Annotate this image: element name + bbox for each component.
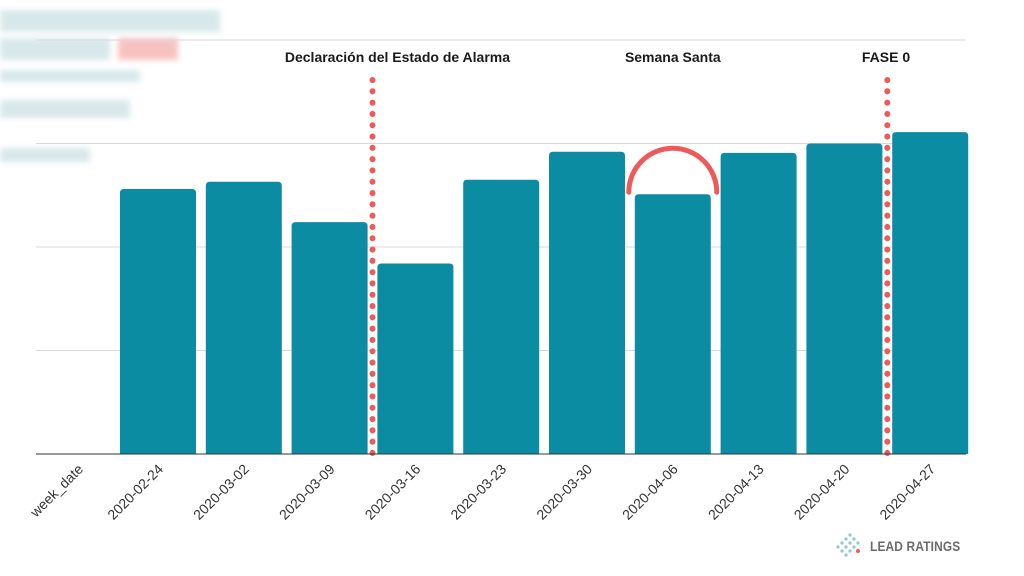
bar-2020-03-09 <box>291 222 368 454</box>
lead-ratings-logo: LEAD RATINGS <box>836 532 976 560</box>
annotation-label: Declaración del Estado de Alarma <box>285 49 510 65</box>
x-tick-label: 2020-04-27 <box>876 461 938 523</box>
logo-text: LEAD RATINGS <box>870 538 961 554</box>
x-tick-labels: week_date 2020-02-24 2020-03-02 2020-03-09 2… <box>26 461 938 523</box>
x-tick-label: 2020-03-23 <box>447 461 509 523</box>
bar-2020-02-24 <box>120 189 196 455</box>
x-tick-label: 2020-03-16 <box>362 461 424 523</box>
bars <box>120 132 969 455</box>
bar-2020-04-27 <box>892 132 969 455</box>
bar-2020-03-16 <box>377 263 454 454</box>
annotation-label: Semana Santa <box>625 49 721 65</box>
annotation-label: FASE 0 <box>862 49 910 65</box>
bar-2020-04-13 <box>720 152 797 454</box>
bar-2020-04-20 <box>806 143 883 454</box>
annotation-arc <box>626 145 720 195</box>
x-tick-label: 2020-03-09 <box>276 461 338 523</box>
diamond-dots-icon <box>836 533 860 557</box>
blurred-legend <box>0 0 230 170</box>
x-tick-label: 2020-02-24 <box>104 461 166 523</box>
annotations: Declaración del Estado de Alarma Semana S… <box>285 49 910 465</box>
x-tick-label: 2020-04-20 <box>791 461 853 523</box>
x-tick-label: 2020-04-06 <box>619 461 681 523</box>
bar-2020-04-06 <box>634 194 711 454</box>
x-tick-label: 2020-03-30 <box>533 461 595 523</box>
x-tick-label: 2020-03-02 <box>190 461 252 523</box>
bar-2020-03-23 <box>463 179 540 454</box>
bar-2020-03-30 <box>549 151 625 454</box>
bar-2020-03-02 <box>205 181 282 455</box>
x-axis-label: week_date <box>26 461 86 521</box>
x-tick-label: 2020-04-13 <box>705 461 767 523</box>
